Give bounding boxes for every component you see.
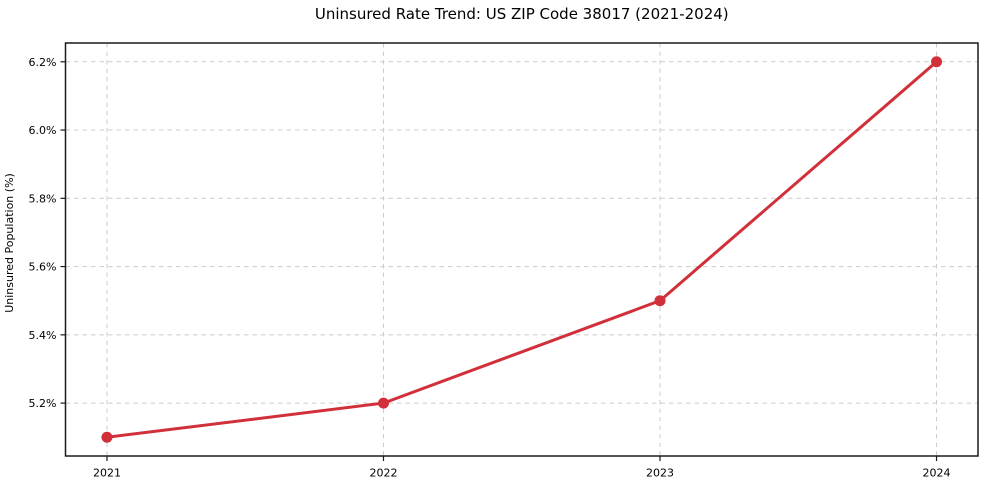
y-tick-label: 6.2%	[29, 56, 57, 69]
data-point	[377, 397, 389, 409]
tick-labels-group: 2021 2022 2023 2024 5.2% 5.4% 5.6% 5.8% 6.0% 6.2%	[29, 56, 951, 480]
gridlines-group	[65, 43, 978, 456]
x-tick-label: 2023	[646, 467, 674, 480]
x-tick-label: 2024	[923, 467, 951, 480]
chart-title: Uninsured Rate Trend: US ZIP Code 38017 …	[315, 5, 729, 23]
data-point	[654, 295, 666, 307]
y-axis-label: Uninsured Population (%)	[3, 173, 16, 313]
data-point	[101, 431, 113, 443]
ticks-group	[60, 61, 938, 461]
y-tick-label: 5.2%	[29, 397, 57, 410]
data-point	[931, 56, 943, 68]
series-group	[101, 56, 943, 443]
trend-line	[105, 60, 939, 439]
y-tick-label: 5.6%	[29, 261, 57, 274]
y-tick-label: 6.0%	[29, 124, 57, 137]
y-tick-label: 5.4%	[29, 329, 57, 342]
x-tick-label: 2022	[369, 467, 397, 480]
y-tick-label: 5.8%	[29, 192, 57, 205]
x-tick-label: 2021	[93, 467, 121, 480]
plot-border	[64, 42, 979, 457]
